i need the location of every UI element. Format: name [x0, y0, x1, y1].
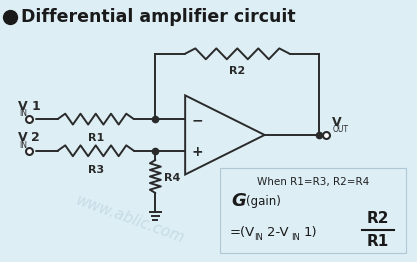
Text: IN: IN — [19, 109, 27, 118]
Text: R1: R1 — [88, 133, 104, 143]
Text: (gain): (gain) — [246, 195, 281, 208]
Text: When R1=R3, R2=R4: When R1=R3, R2=R4 — [257, 177, 369, 187]
Text: IN: IN — [254, 233, 263, 242]
Text: 2-V: 2-V — [266, 226, 288, 239]
Text: IN: IN — [19, 141, 27, 150]
Text: Differential amplifier circuit: Differential amplifier circuit — [21, 8, 296, 26]
FancyBboxPatch shape — [220, 168, 406, 253]
Text: IN: IN — [291, 233, 300, 242]
Text: R1: R1 — [367, 234, 389, 249]
Text: =(V: =(V — [230, 226, 255, 239]
Text: 2: 2 — [31, 131, 40, 144]
Text: R3: R3 — [88, 165, 104, 175]
Text: R2: R2 — [229, 66, 246, 76]
Text: V: V — [18, 131, 27, 144]
Text: 1: 1 — [31, 100, 40, 113]
Text: G: G — [232, 192, 246, 210]
Text: +: + — [191, 145, 203, 159]
Text: R4: R4 — [164, 173, 181, 183]
Text: V: V — [332, 116, 342, 129]
Text: www.ablic.com: www.ablic.com — [74, 192, 187, 246]
Text: 1): 1) — [303, 226, 317, 239]
Polygon shape — [185, 95, 265, 174]
Text: −: − — [191, 113, 203, 127]
Text: R2: R2 — [367, 211, 389, 226]
Text: V: V — [18, 100, 27, 113]
Text: OUT: OUT — [332, 125, 348, 134]
